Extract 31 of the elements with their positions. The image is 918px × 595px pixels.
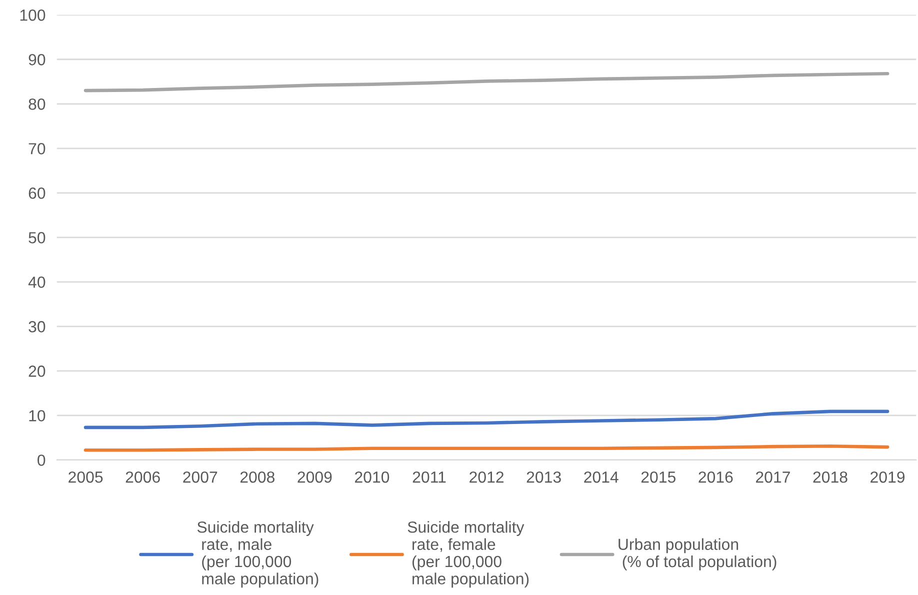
x-tick-label: 2012 bbox=[470, 471, 504, 483]
y-tick-label: 30 bbox=[28, 321, 46, 332]
x-tick-label: 2019 bbox=[870, 471, 905, 483]
x-tick-label: 2010 bbox=[355, 471, 390, 483]
x-tick-label: 2011 bbox=[412, 471, 446, 483]
line-series bbox=[84, 72, 890, 92]
y-tick-label: 80 bbox=[28, 98, 46, 110]
line-series bbox=[84, 410, 890, 430]
y-tick-label: 90 bbox=[28, 54, 46, 66]
x-tick-label: 2009 bbox=[298, 471, 332, 483]
y-tick-label: 0 bbox=[38, 454, 46, 466]
x-tick-label: 2007 bbox=[183, 471, 218, 483]
x-tick-label: 2018 bbox=[813, 471, 848, 483]
x-tick-label: 2015 bbox=[641, 471, 676, 483]
y-tick-label: 60 bbox=[28, 188, 46, 199]
x-tick-label: 2016 bbox=[698, 471, 733, 483]
x-tick-label: 2008 bbox=[240, 471, 274, 483]
y-tick-label: 40 bbox=[28, 276, 46, 288]
x-tick-label: 2006 bbox=[126, 471, 160, 483]
y-tick-label: 10 bbox=[29, 410, 46, 422]
x-tick-label: 2013 bbox=[526, 471, 561, 483]
x-tick-label: 2005 bbox=[68, 471, 103, 483]
y-tick-label: 100 bbox=[20, 10, 46, 21]
y-tick-label: 20 bbox=[28, 366, 46, 377]
x-tick-label: 2014 bbox=[584, 471, 618, 483]
y-tick-label: 70 bbox=[28, 143, 46, 154]
x-tick-label: 2017 bbox=[756, 471, 790, 483]
legend-label: Urban population (% of total population) bbox=[618, 538, 776, 570]
y-tick-label: 50 bbox=[28, 232, 46, 244]
legend-label: Suicide mortality rate, female (per 100,000 male population) bbox=[408, 521, 529, 588]
legend-label: Suicide mortality rate, male (per 100,000 male population) bbox=[197, 521, 318, 588]
